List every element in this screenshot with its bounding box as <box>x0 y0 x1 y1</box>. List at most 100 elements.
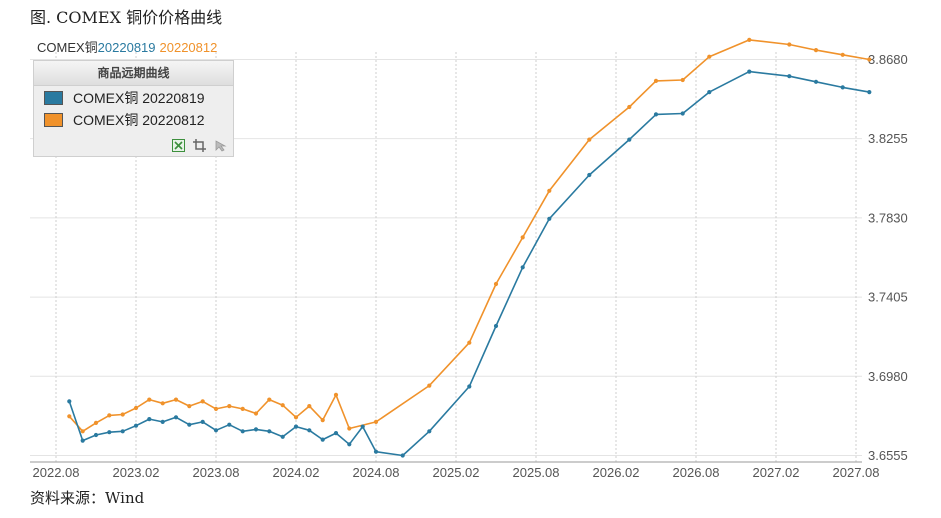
data-point-series1 <box>160 419 165 424</box>
data-point-series2 <box>840 52 845 57</box>
data-point-series1 <box>867 90 872 95</box>
data-point-series2 <box>520 235 525 240</box>
series-header-prefix: COMEX铜 <box>37 40 98 55</box>
data-point-series1 <box>707 90 712 95</box>
series-header-label-2[interactable]: 20220812 <box>159 40 218 55</box>
data-point-series2 <box>200 399 205 404</box>
x-tick-label: 2027.08 <box>833 465 880 480</box>
data-point-series1 <box>187 422 192 427</box>
source-note: 资料来源：Wind <box>30 489 145 507</box>
data-point-series2 <box>547 188 552 193</box>
data-point-series2 <box>120 412 125 417</box>
legend-item-series1[interactable]: COMEX铜 20220819 <box>44 88 233 108</box>
data-point-series2 <box>627 104 632 110</box>
x-tick-label: 2026.02 <box>593 465 640 480</box>
data-point-series2 <box>680 77 685 83</box>
data-point-series2 <box>173 397 179 402</box>
data-point-series2 <box>133 405 139 411</box>
data-point-series2 <box>813 48 819 53</box>
data-point-series1 <box>267 429 272 434</box>
data-point-series1 <box>200 419 205 424</box>
data-point-series2 <box>280 403 285 408</box>
legend-toolbar <box>172 139 227 152</box>
data-point-series1 <box>653 112 659 117</box>
data-point-series2 <box>253 411 259 416</box>
data-point-series2 <box>267 397 272 402</box>
data-point-series1 <box>787 74 792 79</box>
data-point-series1 <box>280 434 285 439</box>
data-point-series2 <box>427 383 432 388</box>
data-point-series2 <box>93 420 99 425</box>
x-tick-label: 2023.08 <box>193 465 240 480</box>
data-point-series1 <box>240 429 245 434</box>
data-point-series2 <box>373 419 379 424</box>
data-point-series1 <box>400 453 405 458</box>
data-point-series2 <box>467 340 472 345</box>
y-tick-label: 3.8255 <box>868 131 908 146</box>
data-point-series1 <box>680 111 685 116</box>
data-point-series1 <box>93 432 99 438</box>
legend-label-series1: COMEX铜 20220819 <box>73 90 205 106</box>
data-point-series2 <box>320 418 325 423</box>
data-point-series1 <box>347 442 352 447</box>
data-point-series2 <box>147 397 152 402</box>
data-point-series2 <box>240 406 245 411</box>
data-point-series1 <box>360 424 365 429</box>
y-tick-label: 3.6980 <box>868 369 908 384</box>
legend-panel[interactable]: 商品远期曲线 COMEX铜 20220819 COMEX铜 20220812 <box>33 60 234 157</box>
y-tick-label: 3.7830 <box>868 210 908 225</box>
x-tick-label: 2025.08 <box>513 465 560 480</box>
data-point-series1 <box>120 429 125 434</box>
data-point-series1 <box>373 449 379 454</box>
y-tick-label: 3.7405 <box>868 290 908 305</box>
excel-icon[interactable] <box>172 139 185 152</box>
series-line-2 <box>68 39 870 433</box>
data-point-series1 <box>547 216 552 221</box>
data-point-series2 <box>213 406 219 411</box>
data-point-series1 <box>227 422 232 427</box>
data-point-series1 <box>107 430 112 435</box>
data-point-series1 <box>147 417 152 422</box>
data-point-series1 <box>840 85 845 90</box>
x-tick-label: 2024.02 <box>273 465 320 480</box>
legend-item-series2[interactable]: COMEX铜 20220812 <box>44 110 233 130</box>
data-point-series1 <box>253 427 259 432</box>
y-tick-label: 3.6555 <box>868 448 908 463</box>
series-header: COMEX铜20220819 20220812 <box>37 37 221 56</box>
legend-swatch-series1 <box>44 91 63 105</box>
data-point-series1 <box>307 428 312 433</box>
x-tick-label: 2025.02 <box>433 465 480 480</box>
data-point-series2 <box>307 404 312 409</box>
data-point-series2 <box>747 37 752 43</box>
data-point-series2 <box>67 414 72 419</box>
data-point-series1 <box>320 437 325 442</box>
series-line-1 <box>68 70 870 457</box>
data-point-series2 <box>333 392 339 397</box>
data-point-series2 <box>347 426 352 431</box>
data-point-series1 <box>747 69 752 74</box>
data-point-series2 <box>787 42 792 47</box>
data-point-series1 <box>587 172 592 178</box>
crop-icon[interactable] <box>193 139 206 152</box>
cursor-icon[interactable] <box>214 139 227 152</box>
data-point-series1 <box>520 265 525 270</box>
data-point-series2 <box>187 404 192 409</box>
series-header-label-1[interactable]: 20220819 <box>97 40 156 55</box>
data-point-series1 <box>213 428 219 433</box>
data-point-series2 <box>707 54 712 59</box>
data-point-series2 <box>107 413 112 418</box>
data-point-series1 <box>493 323 499 329</box>
data-point-series2 <box>80 429 85 434</box>
x-tick-label: 2024.08 <box>353 465 400 480</box>
data-point-series1 <box>80 438 85 443</box>
legend-swatch-series2 <box>44 113 63 127</box>
x-tick-label: 2026.08 <box>673 465 720 480</box>
x-tick-label: 2027.02 <box>753 465 800 480</box>
x-tick-label: 2022.08 <box>33 465 80 480</box>
data-point-series1 <box>133 423 139 428</box>
legend-title: 商品远期曲线 <box>34 61 233 86</box>
data-point-series2 <box>653 78 659 83</box>
data-point-series2 <box>587 137 592 142</box>
legend-label-series2: COMEX铜 20220812 <box>73 112 205 128</box>
data-point-series1 <box>333 431 339 436</box>
